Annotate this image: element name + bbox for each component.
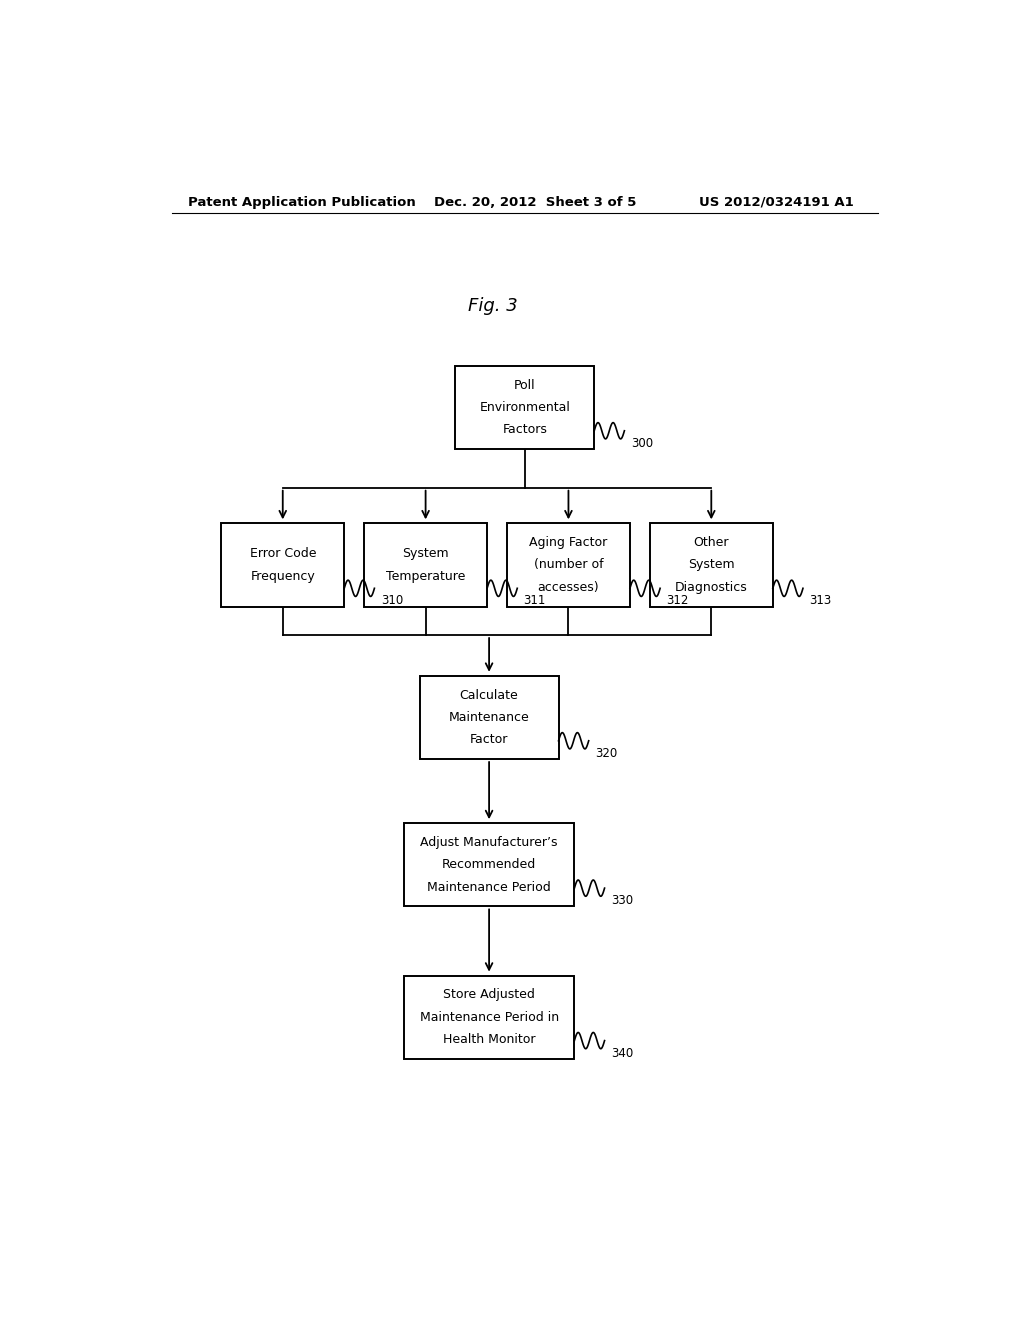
Text: Maintenance Period: Maintenance Period [427,880,551,894]
FancyBboxPatch shape [365,523,487,607]
FancyBboxPatch shape [420,676,558,759]
Text: 320: 320 [595,747,617,760]
Text: Dec. 20, 2012  Sheet 3 of 5: Dec. 20, 2012 Sheet 3 of 5 [433,195,636,209]
Text: Calculate: Calculate [460,689,518,701]
FancyBboxPatch shape [403,975,574,1059]
Text: Maintenance Period in: Maintenance Period in [420,1011,559,1024]
Text: 313: 313 [809,594,831,607]
Text: Fig. 3: Fig. 3 [468,297,518,314]
Text: Factors: Factors [503,424,547,437]
Text: 311: 311 [523,594,546,607]
Text: Factor: Factor [470,734,508,746]
Text: (number of: (number of [534,558,603,572]
Text: System: System [402,548,449,560]
Text: Poll: Poll [514,379,536,392]
Text: Aging Factor: Aging Factor [529,536,607,549]
Text: Diagnostics: Diagnostics [675,581,748,594]
Text: 310: 310 [381,594,403,607]
Text: Maintenance: Maintenance [449,711,529,723]
Text: Environmental: Environmental [479,401,570,414]
FancyBboxPatch shape [221,523,344,607]
Text: Error Code: Error Code [250,548,316,560]
Text: 312: 312 [667,594,689,607]
Text: Frequency: Frequency [251,570,315,582]
Text: accesses): accesses) [538,581,599,594]
Text: Store Adjusted: Store Adjusted [443,989,535,1002]
Text: Recommended: Recommended [442,858,537,871]
FancyBboxPatch shape [403,824,574,907]
Text: 300: 300 [631,437,653,450]
Text: Other: Other [693,536,729,549]
Text: Patent Application Publication: Patent Application Publication [187,195,416,209]
Text: Health Monitor: Health Monitor [442,1034,536,1047]
FancyBboxPatch shape [507,523,630,607]
Text: Temperature: Temperature [386,570,465,582]
FancyBboxPatch shape [650,523,773,607]
Text: US 2012/0324191 A1: US 2012/0324191 A1 [699,195,854,209]
Text: System: System [688,558,734,572]
Text: 340: 340 [611,1047,633,1060]
FancyBboxPatch shape [456,366,594,449]
Text: 330: 330 [611,894,633,907]
Text: Adjust Manufacturer’s: Adjust Manufacturer’s [420,836,558,849]
